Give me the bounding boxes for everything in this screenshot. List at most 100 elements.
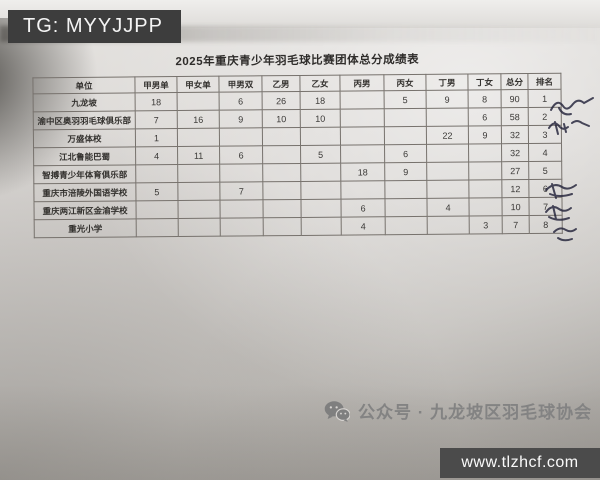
score-cell: 6 [468, 107, 502, 127]
score-cell: 58 [501, 107, 529, 126]
score-cell [219, 163, 263, 183]
score-cell [177, 164, 220, 183]
score-cell [300, 127, 341, 146]
score-cell [384, 108, 427, 127]
score-cell: 6 [384, 144, 427, 163]
wechat-caption: 公众号 · 九龙坡区羽毛球协会 [324, 398, 592, 423]
unit-cell: 万盛体校 [33, 128, 136, 148]
score-cell: 6 [219, 91, 263, 111]
column-header: 乙男 [261, 75, 301, 92]
results-table: 单位 甲男单 甲女单 甲男双 乙男 乙女 丙男 丙女 丁男 丁女 总分 排名 九龙坡 18 6 26 18 5 9… [32, 73, 563, 239]
column-header: 丙男 [339, 74, 385, 92]
score-cell [300, 163, 341, 182]
score-cell [427, 216, 470, 235]
score-cell: 5 [300, 145, 341, 164]
wechat-caption-text: 公众号 · 九龙坡区羽毛球协会 [358, 403, 593, 422]
score-cell: 3 [469, 215, 503, 235]
score-cell [135, 164, 178, 183]
score-cell: 32 [501, 125, 529, 144]
score-cell [301, 217, 342, 236]
score-cell [220, 217, 264, 237]
score-cell: 27 [501, 161, 529, 180]
column-header: 丁男 [425, 74, 469, 91]
score-cell [385, 216, 428, 235]
score-cell [340, 126, 385, 146]
score-cell: 90 [501, 89, 529, 108]
page-title: 2025年重庆青少年羽毛球比赛团体总分成绩表 [175, 53, 420, 69]
score-cell: 6 [340, 198, 386, 218]
table-row: 重光小学 4 3 7 8 [34, 215, 563, 238]
score-cell [384, 198, 428, 217]
score-cell: 4 [426, 198, 470, 217]
score-cell: 7 [135, 110, 178, 129]
score-cell [262, 127, 301, 146]
score-cell: 5 [384, 90, 427, 109]
score-cell: 32 [501, 143, 529, 162]
watermark-text: www.tlzhcf.com [461, 454, 579, 471]
score-cell [262, 163, 301, 182]
score-cell [178, 218, 221, 237]
score-cell: 4 [341, 216, 386, 236]
unit-cell: 重庆两江新区金渝学校 [33, 200, 137, 220]
score-cell [219, 199, 264, 219]
column-header: 排名 [527, 73, 562, 90]
unit-cell: 九龙坡 [33, 92, 136, 112]
score-cell: 6 [219, 145, 263, 165]
score-cell: 5 [528, 161, 562, 180]
score-cell [135, 200, 179, 219]
handwriting-signature-bottom [545, 183, 577, 242]
column-header: 甲男单 [134, 76, 178, 93]
score-cell [262, 181, 301, 200]
unit-cell: 重庆市涪陵外国语学校 [33, 182, 136, 202]
score-cell [384, 126, 427, 145]
score-cell: 9 [219, 109, 263, 129]
score-cell [426, 108, 469, 127]
score-cell: 5 [135, 182, 178, 201]
column-header: 总分 [500, 73, 529, 90]
score-cell [262, 199, 302, 218]
score-cell [426, 162, 469, 181]
score-cell: 18 [340, 162, 385, 182]
corner-shadow [0, 18, 116, 218]
score-cell: 26 [262, 91, 301, 110]
score-cell: 22 [426, 126, 469, 145]
unit-cell: 重光小学 [34, 218, 137, 238]
score-cell [177, 200, 221, 219]
column-header: 甲女单 [176, 76, 220, 93]
document-sheet: 2025年重庆青少年羽毛球比赛团体总分成绩表 单位 甲男单 甲女单 甲男双 乙男 乙女 丙男… [31, 50, 565, 239]
column-header: 单位 [32, 76, 136, 94]
score-cell [468, 161, 502, 181]
score-cell [340, 144, 385, 164]
watermark-bar: www.tlzhcf.com [440, 448, 600, 478]
column-header: 甲男双 [218, 75, 263, 93]
score-cell: 9 [384, 162, 427, 181]
score-cell [177, 128, 220, 147]
score-cell: 10 [262, 109, 301, 128]
score-cell: 4 [135, 146, 178, 165]
score-cell [426, 180, 469, 199]
score-cell [426, 144, 469, 163]
unit-cell: 智搏青少年体育俱乐部 [33, 164, 136, 184]
score-cell: 1 [135, 128, 178, 147]
score-cell: 10 [300, 109, 341, 128]
score-cell [300, 199, 342, 218]
score-cell [340, 180, 385, 200]
score-cell: 12 [501, 179, 529, 198]
score-cell [136, 218, 179, 237]
score-cell [262, 145, 301, 164]
score-cell [468, 197, 503, 217]
score-cell: 18 [300, 91, 341, 110]
tg-overlay-text: TG: MYYJJPP [23, 15, 163, 37]
score-cell: 10 [501, 197, 530, 216]
score-cell: 11 [177, 146, 220, 165]
score-cell: 18 [135, 92, 178, 111]
score-cell [384, 180, 427, 199]
unit-cell: 渝中区奥羽羽毛球俱乐部 [33, 110, 136, 130]
column-header: 丙女 [383, 74, 427, 91]
column-header: 乙女 [299, 75, 341, 92]
score-cell [468, 179, 502, 199]
wechat-icon [324, 400, 350, 422]
score-cell [340, 108, 385, 128]
score-cell [177, 182, 220, 201]
